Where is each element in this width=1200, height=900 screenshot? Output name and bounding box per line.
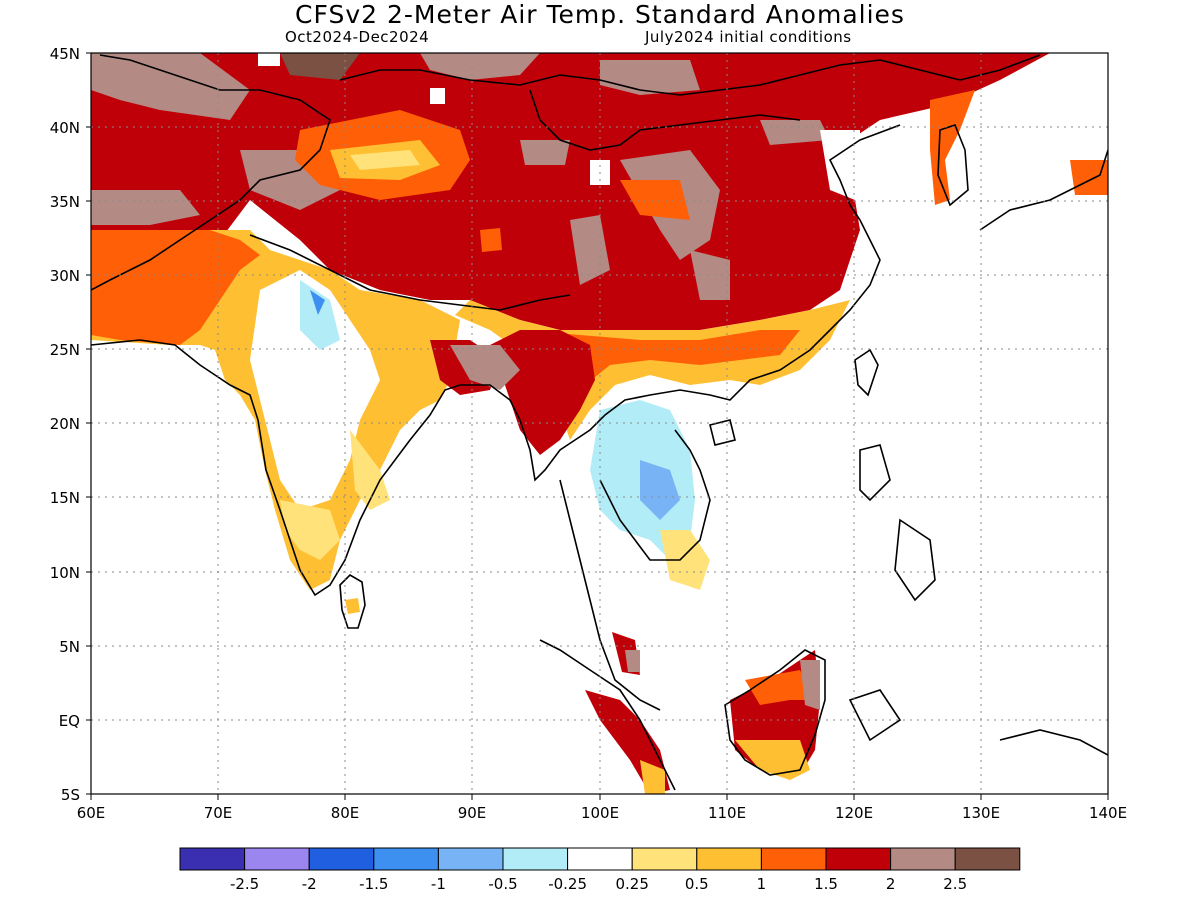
graticule	[91, 53, 1108, 794]
lon-label: 130E	[962, 804, 1000, 822]
legend-label: -0.5	[488, 875, 517, 893]
legend-swatch	[244, 847, 310, 871]
legend-swatch	[825, 847, 892, 871]
legend-label: 0.5	[685, 875, 709, 893]
lat-label: 40N	[50, 119, 80, 137]
legend-swatch	[890, 847, 956, 871]
lat-label: EQ	[59, 712, 80, 730]
legend-label: 2	[886, 875, 896, 893]
lat-label: 25N	[50, 341, 80, 359]
legend-label: 0.25	[615, 875, 648, 893]
legend-label: -0.25	[548, 875, 587, 893]
legend-swatch	[760, 847, 827, 871]
legend-swatch	[954, 847, 1021, 871]
legend-labels: -2.5 -2 -1.5 -1 -0.5 -0.25 0.25 0.5 1 1.5 2 2.5	[230, 875, 967, 893]
legend-swatch	[502, 847, 569, 871]
lon-label: 80E	[331, 804, 360, 822]
lat-label: 15N	[50, 489, 80, 507]
legend-label: -1.5	[359, 875, 388, 893]
lat-label: 35N	[50, 193, 80, 211]
initial-conditions: July2024 initial conditions	[645, 28, 852, 46]
legend-swatch	[179, 847, 246, 871]
legend-swatch	[696, 847, 762, 871]
tick-marks	[86, 52, 1109, 800]
legend-label: -2	[302, 875, 317, 893]
legend-label: -2.5	[230, 875, 259, 893]
lon-label: 120E	[835, 804, 873, 822]
longitude-labels: 60E 70E 80E 90E 100E 110E 120E 130E 140E	[77, 804, 1127, 822]
legend-swatch	[308, 847, 375, 871]
legend-swatch	[567, 847, 633, 871]
latitude-labels: 45N 40N 35N 30N 25N 20N 15N 10N 5N EQ 5S	[50, 45, 80, 804]
legend-label: 1	[757, 875, 767, 893]
lat-label: 30N	[50, 267, 80, 285]
lat-label: 10N	[50, 564, 80, 582]
legend-swatch	[631, 847, 698, 871]
forecast-period: Oct2024-Dec2024	[285, 28, 430, 46]
lon-label: 140E	[1089, 804, 1127, 822]
lon-label: 110E	[708, 804, 746, 822]
lat-label: 45N	[50, 45, 80, 63]
lat-label: 5S	[61, 786, 80, 804]
lat-label: 20N	[50, 415, 80, 433]
lon-label: 60E	[77, 804, 106, 822]
anomaly-fill	[91, 53, 1108, 794]
legend-swatch	[373, 847, 439, 871]
lon-label: 100E	[581, 804, 619, 822]
lon-label: 70E	[204, 804, 233, 822]
legend-label: 1.5	[814, 875, 838, 893]
legend-label: 2.5	[943, 875, 967, 893]
legend-label: -1	[431, 875, 446, 893]
color-legend	[179, 847, 1021, 871]
lat-label: 5N	[59, 638, 80, 656]
legend-swatch	[437, 847, 504, 871]
map-title: CFSv2 2-Meter Air Temp. Standard Anomali…	[295, 0, 905, 29]
coastlines	[91, 54, 1108, 791]
lon-label: 90E	[458, 804, 487, 822]
